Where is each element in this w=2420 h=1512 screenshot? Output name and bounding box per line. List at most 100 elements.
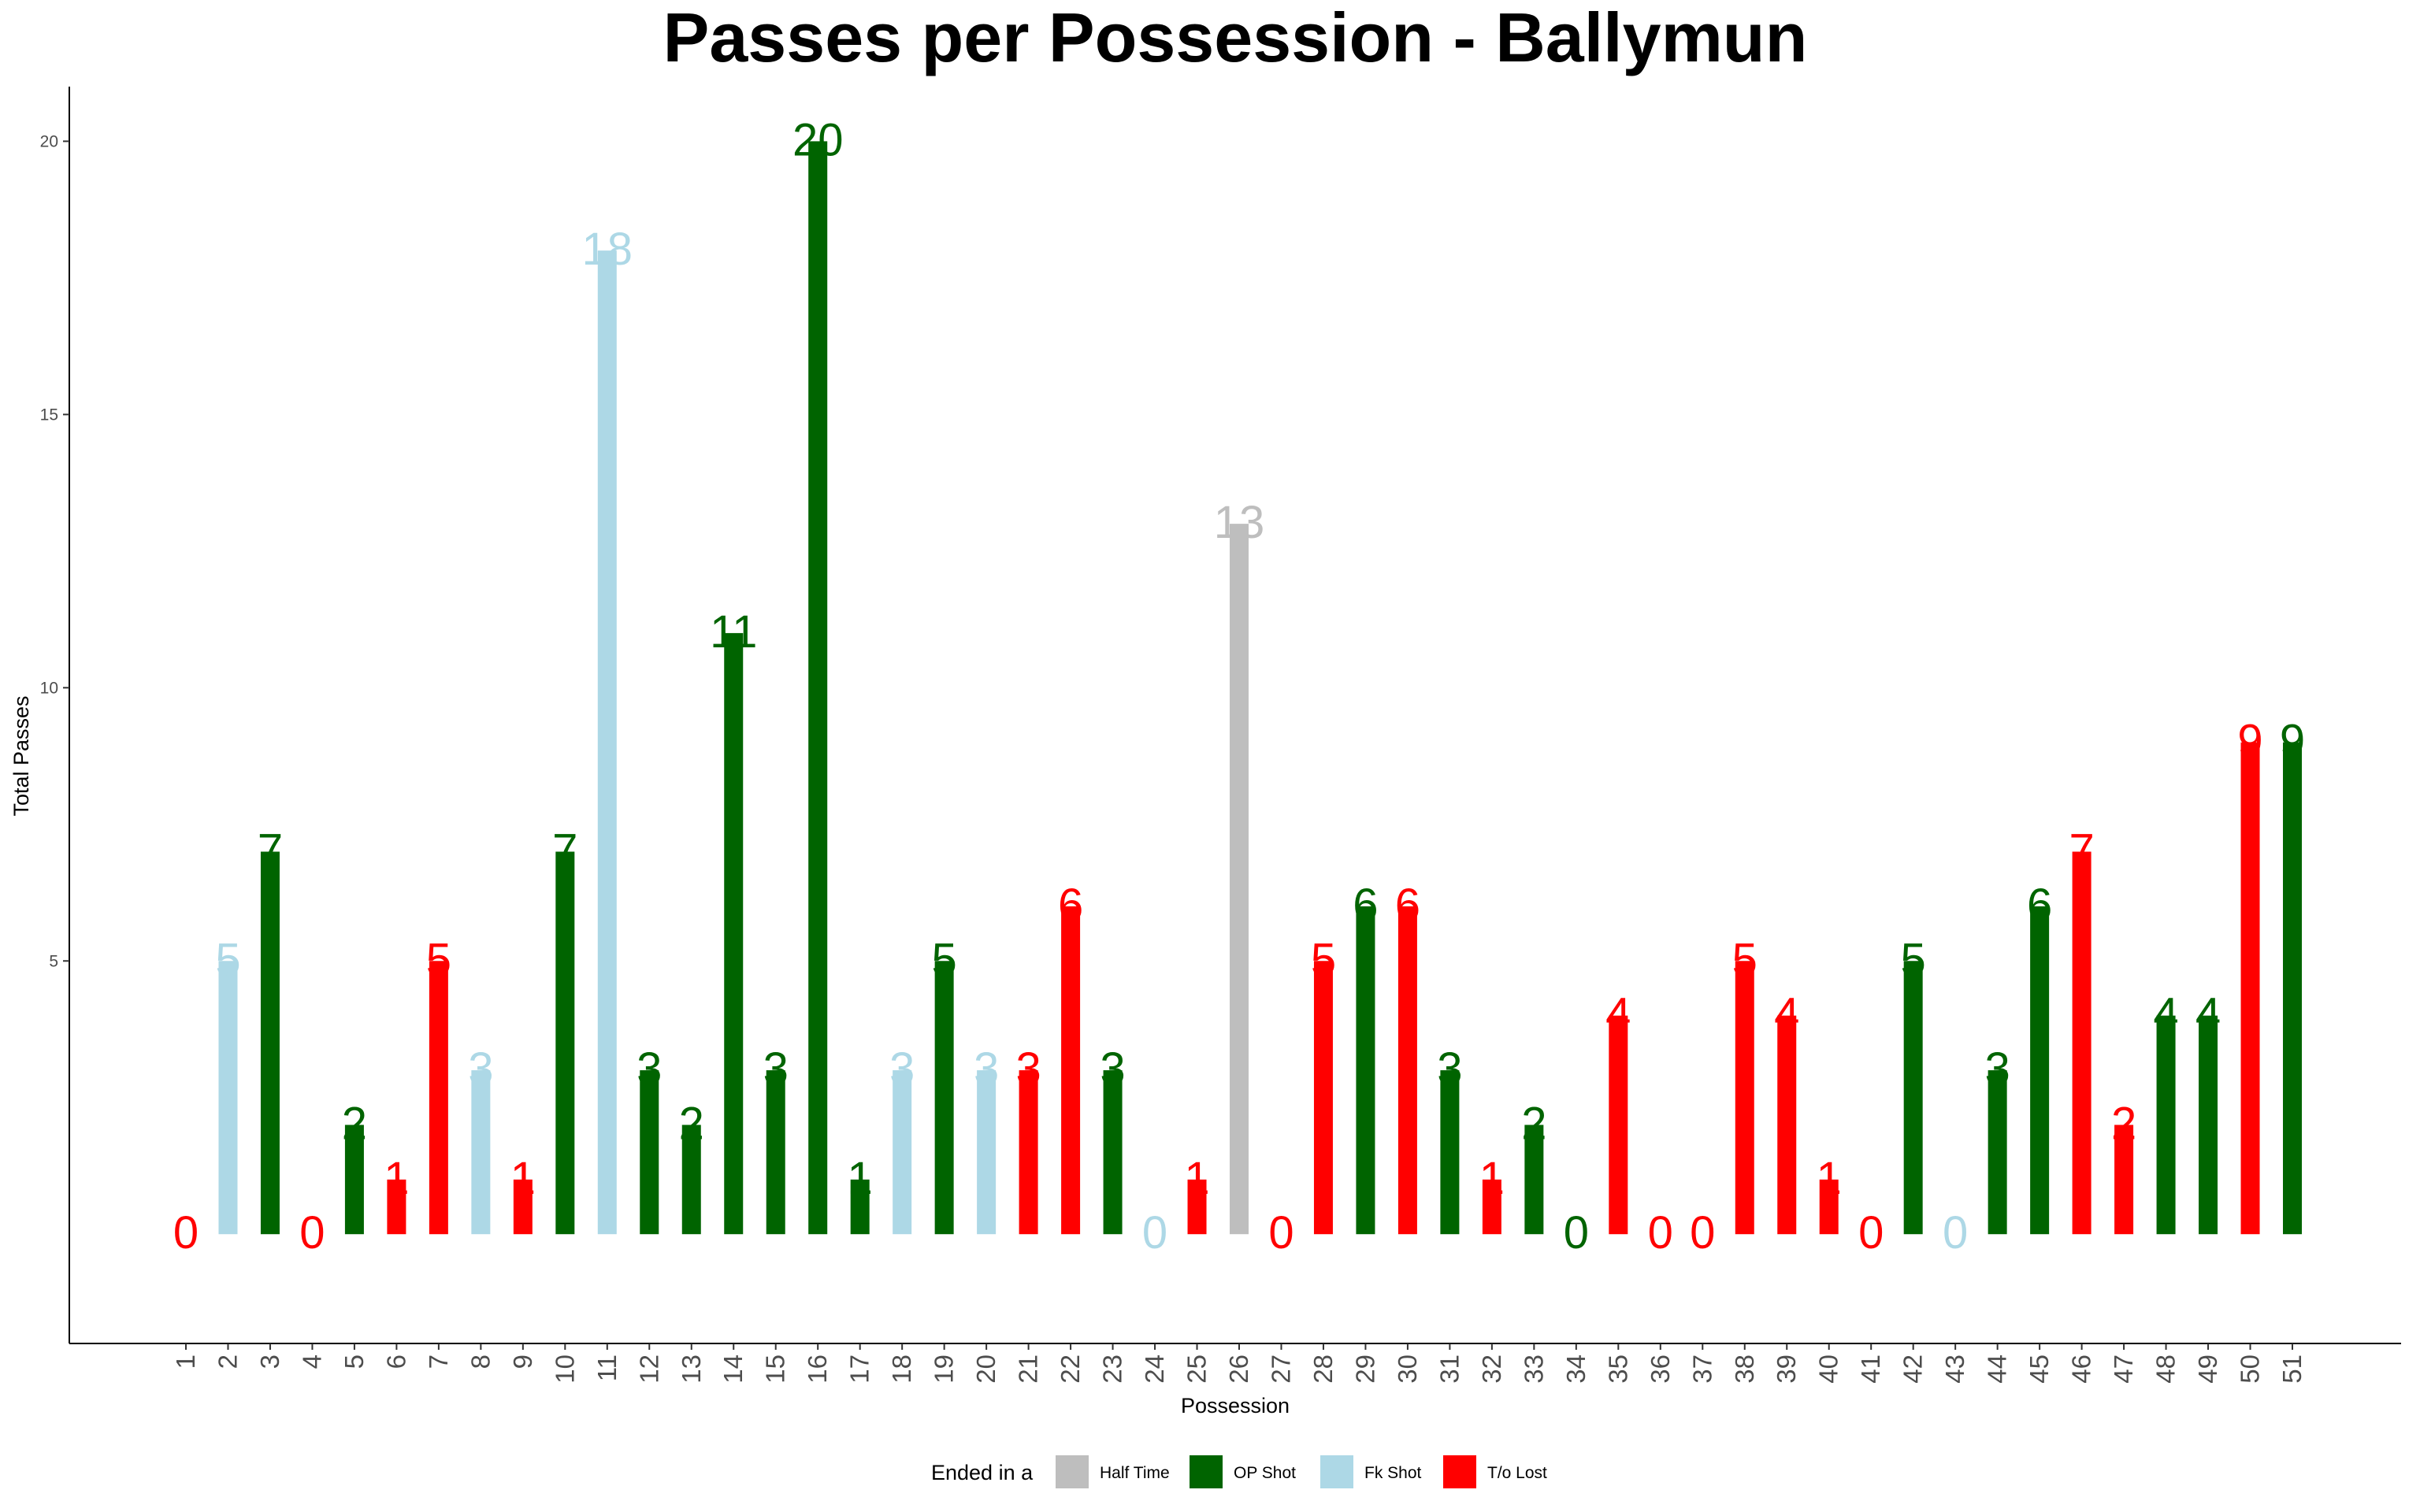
data-label: 3: [637, 1043, 662, 1095]
x-tick-label: 45: [2025, 1354, 2054, 1384]
data-label: 6: [1353, 880, 1378, 931]
data-label: 2: [342, 1098, 367, 1149]
y-tick-label: 10: [40, 679, 58, 697]
x-tick-label: 2: [213, 1354, 242, 1369]
bar: [2199, 1016, 2218, 1235]
x-tick-label: 5: [340, 1354, 369, 1369]
data-label: 4: [2195, 989, 2221, 1040]
x-tick-label: 16: [803, 1354, 832, 1384]
x-tick-label: 11: [592, 1354, 622, 1381]
bar: [2030, 906, 2049, 1234]
data-label: 7: [258, 825, 283, 876]
legend-title: Ended in a: [931, 1461, 1034, 1484]
x-tick-label: 9: [508, 1354, 537, 1369]
data-label: 7: [552, 825, 577, 876]
bar: [935, 961, 954, 1234]
x-tick-label: 39: [1772, 1354, 1801, 1384]
data-label: 18: [582, 224, 633, 275]
data-label: 3: [889, 1043, 915, 1095]
x-tick-label: 22: [1056, 1354, 1085, 1384]
bar: [893, 1070, 911, 1234]
y-axis-title: Total Passes: [9, 695, 33, 816]
data-label: 5: [215, 934, 240, 985]
y-axis-ticks: 5 10 15 20: [40, 132, 69, 970]
data-label: 3: [1015, 1043, 1041, 1095]
x-tick-label: 10: [550, 1354, 579, 1384]
bar: [1356, 906, 1375, 1234]
x-tick-label: 15: [761, 1354, 790, 1384]
data-label: 7: [2069, 825, 2094, 876]
bar: [1061, 906, 1080, 1234]
x-tick-label: 6: [381, 1354, 410, 1369]
data-label: 1: [384, 1153, 409, 1204]
data-label: 5: [1732, 934, 1757, 985]
data-label: 20: [792, 114, 844, 165]
bar: [598, 250, 617, 1234]
x-tick-label: 7: [424, 1354, 453, 1369]
bar: [1398, 906, 1417, 1234]
x-tick-label: 17: [845, 1354, 874, 1384]
data-label: 4: [2153, 989, 2178, 1040]
legend-key: [1056, 1455, 1089, 1488]
bar: [1904, 961, 1923, 1234]
data-label: 3: [1985, 1043, 2010, 1095]
x-tick-label: 30: [1393, 1354, 1422, 1384]
bar: [471, 1070, 490, 1234]
data-label: 4: [1774, 989, 1799, 1040]
data-label: 2: [679, 1098, 704, 1149]
x-tick-label: 3: [255, 1354, 284, 1369]
bar: [808, 141, 827, 1234]
legend-label: T/o Lost: [1487, 1464, 1547, 1482]
bar: [1440, 1070, 1459, 1234]
data-label: 1: [1817, 1153, 1842, 1204]
data-label: 1: [1184, 1153, 1209, 1204]
x-tick-label: 14: [718, 1354, 748, 1384]
x-tick-label: 33: [1519, 1354, 1548, 1384]
legend-label: OP Shot: [1234, 1464, 1296, 1482]
legend-label: Fk Shot: [1364, 1464, 1422, 1482]
x-tick-label: 8: [466, 1354, 495, 1369]
legend: Ended in a Half Time OP Shot Fk Shot T/o Lo…: [931, 1455, 1547, 1488]
x-axis-title: Possession: [1181, 1394, 1290, 1418]
x-tick-label: 12: [634, 1354, 663, 1384]
bar: [640, 1070, 659, 1234]
data-label: 2: [2111, 1098, 2136, 1149]
bar: [766, 1070, 785, 1234]
data-label: 3: [1100, 1043, 1125, 1095]
data-label: 0: [1142, 1207, 1167, 1258]
legend-label: Half Time: [1100, 1464, 1170, 1482]
x-tick-label: 49: [2193, 1354, 2222, 1384]
bar: [429, 961, 448, 1234]
x-tick-label: 43: [1940, 1354, 1969, 1384]
x-tick-label: 28: [1308, 1354, 1338, 1384]
x-tick-label: 44: [1983, 1354, 2012, 1384]
data-label: 3: [763, 1043, 789, 1095]
data-label: 2: [1521, 1098, 1546, 1149]
bar: [2241, 743, 2260, 1235]
x-tick-label: 46: [2067, 1354, 2096, 1384]
bar: [1735, 961, 1754, 1234]
x-tick-label: 19: [930, 1354, 959, 1384]
legend-key: [1320, 1455, 1353, 1488]
data-label: 5: [1311, 934, 1336, 985]
data-label: 0: [1858, 1207, 1884, 1258]
bar: [2157, 1016, 2176, 1235]
data-label: 0: [1690, 1207, 1715, 1258]
data-label: 0: [1564, 1207, 1589, 1258]
data-label: 5: [426, 934, 451, 985]
data-label: 9: [2237, 716, 2262, 767]
legend-key: [1190, 1455, 1223, 1488]
bar: [555, 851, 574, 1234]
x-tick-label: 32: [1477, 1354, 1506, 1384]
data-label: 5: [932, 934, 957, 985]
x-tick-label: 48: [2151, 1354, 2181, 1384]
x-tick-label: 50: [2236, 1354, 2265, 1384]
y-tick-label: 5: [49, 952, 58, 970]
bar: [1019, 1070, 1038, 1234]
x-tick-label: 40: [1814, 1354, 1843, 1384]
data-label: 11: [710, 606, 757, 658]
data-label: 1: [510, 1153, 536, 1204]
y-tick-label: 20: [40, 132, 58, 150]
data-label: 0: [1943, 1207, 1968, 1258]
